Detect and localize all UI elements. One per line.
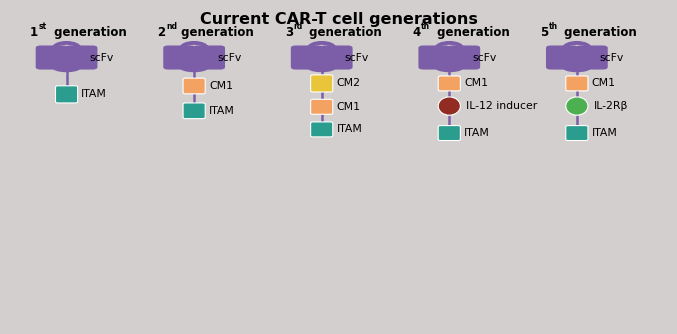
Text: ITAM: ITAM <box>464 128 490 138</box>
Text: 5: 5 <box>540 26 548 39</box>
Text: nd: nd <box>166 22 177 31</box>
FancyBboxPatch shape <box>183 103 205 119</box>
FancyBboxPatch shape <box>183 78 205 94</box>
FancyBboxPatch shape <box>163 45 196 69</box>
Text: 1: 1 <box>30 26 38 39</box>
FancyBboxPatch shape <box>56 86 78 103</box>
Text: th: th <box>421 22 430 31</box>
Text: ITAM: ITAM <box>81 90 107 100</box>
Text: generation: generation <box>560 26 637 39</box>
Text: CM1: CM1 <box>209 81 233 91</box>
Text: 3: 3 <box>285 26 293 39</box>
Text: scFv: scFv <box>217 52 241 62</box>
Text: scFv: scFv <box>472 52 496 62</box>
Text: CM1: CM1 <box>336 102 360 112</box>
Text: CM2: CM2 <box>336 78 360 89</box>
FancyBboxPatch shape <box>438 76 460 91</box>
Text: generation: generation <box>50 26 127 39</box>
Text: generation: generation <box>177 26 254 39</box>
FancyBboxPatch shape <box>320 45 353 69</box>
FancyBboxPatch shape <box>418 45 451 69</box>
Text: CM1: CM1 <box>592 78 615 89</box>
FancyBboxPatch shape <box>311 122 333 137</box>
Text: Current CAR-T cell generations: Current CAR-T cell generations <box>200 12 477 27</box>
Text: scFv: scFv <box>345 52 369 62</box>
Text: IL-12 inducer: IL-12 inducer <box>466 101 538 111</box>
Ellipse shape <box>438 97 460 115</box>
Text: 2: 2 <box>157 26 165 39</box>
Text: st: st <box>39 22 47 31</box>
FancyBboxPatch shape <box>291 45 323 69</box>
FancyBboxPatch shape <box>566 76 588 91</box>
FancyBboxPatch shape <box>438 126 460 141</box>
Text: CM1: CM1 <box>464 78 488 89</box>
Text: ITAM: ITAM <box>209 106 235 116</box>
Text: rd: rd <box>294 22 303 31</box>
FancyBboxPatch shape <box>193 45 225 69</box>
FancyBboxPatch shape <box>546 45 578 69</box>
Text: th: th <box>548 22 558 31</box>
FancyBboxPatch shape <box>575 45 608 69</box>
FancyBboxPatch shape <box>448 45 480 69</box>
FancyBboxPatch shape <box>36 45 68 69</box>
FancyBboxPatch shape <box>566 126 588 141</box>
Text: ITAM: ITAM <box>336 124 362 134</box>
FancyBboxPatch shape <box>65 45 97 69</box>
Text: scFv: scFv <box>600 52 624 62</box>
Text: IL-2Rβ: IL-2Rβ <box>594 101 628 111</box>
Text: ITAM: ITAM <box>592 128 617 138</box>
Text: scFv: scFv <box>89 52 114 62</box>
FancyBboxPatch shape <box>311 75 333 92</box>
Ellipse shape <box>566 97 588 115</box>
Text: generation: generation <box>305 26 382 39</box>
Text: 4: 4 <box>412 26 420 39</box>
FancyBboxPatch shape <box>311 99 333 114</box>
Text: generation: generation <box>433 26 509 39</box>
